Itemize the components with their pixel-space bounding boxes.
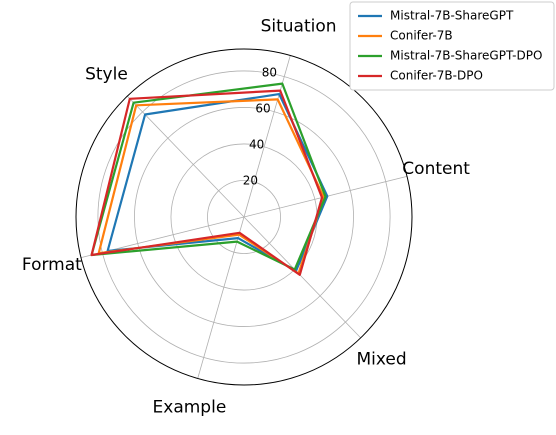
category-label: Situation <box>261 17 337 37</box>
category-label: Format <box>22 255 82 275</box>
series-line <box>90 89 324 276</box>
axis-spoke <box>197 216 245 379</box>
grid-ring <box>97 70 391 364</box>
legend-label: Mistral-7B-ShareGPT-DPO <box>390 49 542 63</box>
r-tick-label: 20 <box>243 174 258 188</box>
category-label: Content <box>402 159 470 179</box>
legend-box <box>349 1 555 91</box>
outer-frame <box>75 48 413 386</box>
grid-ring <box>134 107 354 327</box>
grid-ring <box>207 180 281 254</box>
legend-label: Conifer-7B-DPO <box>390 69 483 83</box>
series-line <box>97 98 325 275</box>
axis-spoke <box>127 95 245 218</box>
category-label: Style <box>85 65 128 85</box>
category-label: Mixed <box>356 349 406 369</box>
legend-label: Mistral-7B-ShareGPT <box>390 9 514 23</box>
r-tick-label: 80 <box>262 66 277 80</box>
axis-spoke <box>243 55 291 218</box>
r-tick-label: 40 <box>249 138 264 152</box>
axis-spoke <box>243 216 361 339</box>
r-tick-label: 60 <box>255 102 270 116</box>
category-label: Example <box>153 397 227 417</box>
legend-label: Conifer-7B <box>390 29 453 43</box>
